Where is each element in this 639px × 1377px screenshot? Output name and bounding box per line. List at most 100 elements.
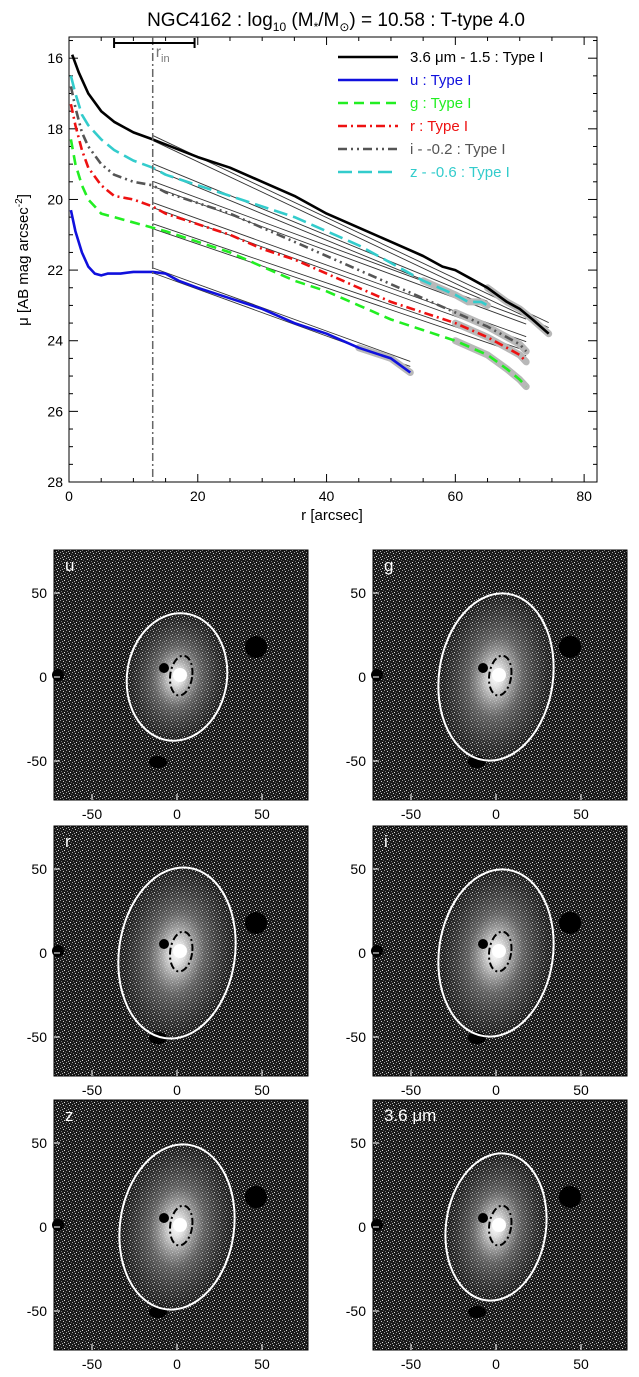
image-panel-2: -50 0 50 50 0 -50 r bbox=[27, 825, 309, 1098]
mask-region bbox=[371, 945, 383, 957]
y-tick-label: 16 bbox=[47, 50, 63, 66]
profile-curve-3 bbox=[69, 103, 528, 363]
panel-label: u bbox=[65, 556, 74, 575]
legend-label-3: r : Type I bbox=[410, 118, 468, 135]
legend-label-0: 3.6 μm - 1.5 : Type I bbox=[410, 49, 543, 66]
profile-curve-2 bbox=[69, 139, 528, 388]
panel-frame bbox=[53, 549, 309, 801]
fit-line-lower-2 bbox=[152, 228, 527, 357]
x-tick-label: -50 bbox=[82, 1356, 102, 1372]
x-tick-label: 0 bbox=[173, 1356, 181, 1372]
r-in-marker: rin bbox=[113, 37, 196, 482]
profile-curve-0 bbox=[70, 54, 550, 335]
x-tick-label: -50 bbox=[82, 806, 102, 822]
panel-frame bbox=[372, 825, 628, 1077]
inner-ellipse bbox=[168, 654, 194, 697]
x-tick-label: 50 bbox=[254, 806, 270, 822]
panel-label: r bbox=[65, 832, 71, 851]
outer-ellipse bbox=[444, 1152, 548, 1302]
mask-region bbox=[559, 912, 581, 934]
plot-frame bbox=[68, 36, 598, 483]
y-tick-label: 22 bbox=[47, 262, 63, 278]
mask-region bbox=[245, 912, 267, 934]
x-tick-label: 0 bbox=[492, 1082, 500, 1098]
fit-line-upper-1 bbox=[152, 267, 411, 362]
panel-frame bbox=[372, 1099, 628, 1351]
mask-region bbox=[371, 669, 383, 681]
x-tick-label: 50 bbox=[254, 1082, 270, 1098]
outer-ellipse bbox=[117, 866, 237, 1040]
mask-region bbox=[478, 663, 488, 673]
x-tick-label: 20 bbox=[190, 488, 206, 504]
y-tick-label: 28 bbox=[47, 474, 63, 490]
x-tick-label: 50 bbox=[573, 1082, 589, 1098]
image-panel-4: -50 0 50 50 0 -50 z bbox=[27, 1099, 309, 1372]
mask-region bbox=[245, 636, 267, 658]
x-tick-label: 0 bbox=[65, 488, 73, 504]
mask-region bbox=[559, 1186, 581, 1208]
y-tick-label: 50 bbox=[31, 1135, 47, 1151]
x-tick-label: -50 bbox=[82, 1082, 102, 1098]
x-tick-label: 80 bbox=[576, 488, 592, 504]
x-tick-label: -50 bbox=[401, 806, 421, 822]
inner-ellipse bbox=[487, 1204, 513, 1247]
mask-region bbox=[478, 939, 488, 949]
x-tick-label: 0 bbox=[173, 1082, 181, 1098]
y-tick-label: 50 bbox=[350, 861, 366, 877]
panel-frame bbox=[53, 825, 309, 1077]
legend-label-5: z - -0.6 : Type I bbox=[410, 164, 510, 181]
legend: 3.6 μm - 1.5 : Type I u : Type I g : Type … bbox=[338, 49, 543, 181]
image-panel-5: -50 0 50 50 0 -50 3.6 μm bbox=[346, 1099, 628, 1372]
outer-ellipse bbox=[437, 592, 555, 762]
mask-region bbox=[149, 756, 167, 768]
mask-region bbox=[478, 1213, 488, 1223]
chart-title: NGC4162 : log10 (M*/M⊙) = 10.58 : T-type… bbox=[147, 10, 525, 34]
profile-curves bbox=[69, 54, 553, 391]
image-panel-1: -50 0 50 50 0 -50 g bbox=[346, 549, 628, 822]
y-tick-label: 18 bbox=[47, 121, 63, 137]
inner-ellipse bbox=[168, 1204, 194, 1247]
y-tick-label: -50 bbox=[346, 1029, 366, 1045]
outer-ellipse bbox=[125, 612, 229, 742]
inner-ellipse bbox=[168, 930, 194, 973]
mask-region bbox=[52, 669, 64, 681]
galaxy-nucleus bbox=[173, 944, 187, 958]
y-tick-label: 0 bbox=[358, 1219, 366, 1235]
y-tick-label: -50 bbox=[27, 753, 47, 769]
x-tick-label: -50 bbox=[401, 1082, 421, 1098]
profile-curve-1 bbox=[69, 209, 412, 374]
mask-region bbox=[559, 636, 581, 658]
fit-line-upper-5 bbox=[152, 163, 488, 302]
legend-label-2: g : Type I bbox=[410, 95, 471, 112]
galaxy-nucleus bbox=[492, 668, 506, 682]
inner-ellipse bbox=[487, 654, 513, 697]
mask-region bbox=[245, 1186, 267, 1208]
panel-label: i bbox=[384, 832, 388, 851]
x-tick-label: 40 bbox=[319, 488, 335, 504]
mask-region bbox=[159, 939, 169, 949]
inner-ellipse bbox=[487, 930, 513, 973]
panel-frame bbox=[372, 549, 628, 801]
mask-region bbox=[159, 1213, 169, 1223]
profile-plot: NGC4162 : log10 (M*/M⊙) = 10.58 : T-type… bbox=[14, 10, 598, 524]
fit-line-upper-0 bbox=[152, 135, 549, 324]
profile-curve-5 bbox=[69, 75, 489, 307]
y-tick-label: 50 bbox=[31, 585, 47, 601]
galaxy-nucleus bbox=[173, 1218, 187, 1232]
y-tick-label: -50 bbox=[27, 1303, 47, 1319]
y-tick-label: 50 bbox=[31, 861, 47, 877]
y-tick-label: 0 bbox=[39, 1219, 47, 1235]
y-tick-label: 0 bbox=[39, 945, 47, 961]
galaxy-nucleus bbox=[173, 668, 187, 682]
galaxy-nucleus bbox=[492, 944, 506, 958]
y-tick-label: 0 bbox=[358, 669, 366, 685]
y-tick-label: 24 bbox=[47, 333, 63, 349]
mask-region bbox=[371, 1219, 383, 1231]
outer-ellipse bbox=[118, 1143, 236, 1311]
y-tick-label: 20 bbox=[47, 191, 63, 207]
legend-label-4: i - -0.2 : Type I bbox=[410, 141, 506, 158]
y-tick-label: 26 bbox=[47, 403, 63, 419]
legend-label-1: u : Type I bbox=[410, 72, 471, 89]
x-tick-label: 0 bbox=[492, 806, 500, 822]
